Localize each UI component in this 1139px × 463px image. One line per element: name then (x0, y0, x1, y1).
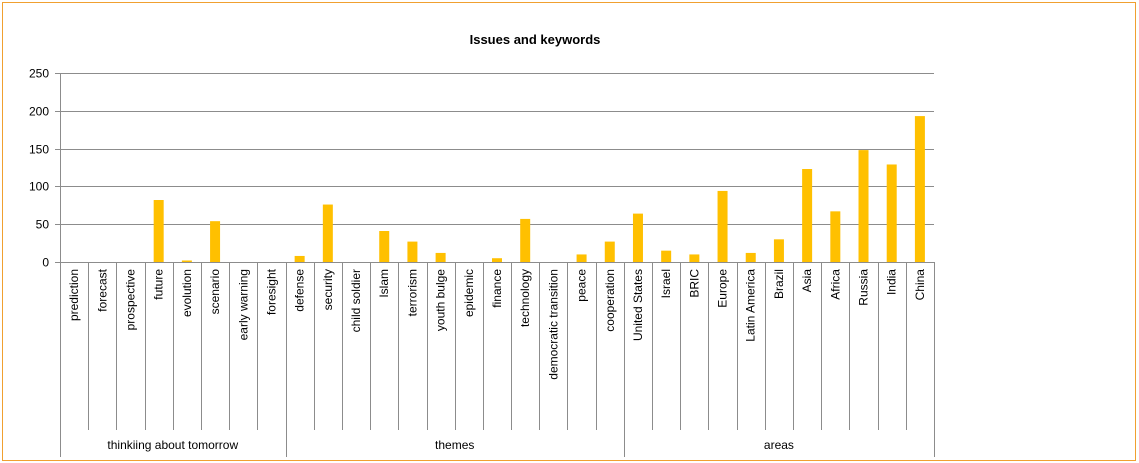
category-label: technology (518, 269, 532, 327)
category-label: Brazil (772, 269, 786, 299)
category-label: Israel (659, 269, 673, 298)
y-tick-label: 50 (36, 218, 50, 232)
category-label: Islam (377, 269, 391, 298)
category-label: cooperation (603, 269, 617, 332)
category-label: Africa (828, 269, 842, 300)
category-label: future (152, 269, 166, 300)
y-tick-label: 250 (29, 67, 49, 81)
bar (210, 221, 221, 262)
bar (379, 231, 390, 262)
category-label: epidemic (462, 269, 476, 317)
group-label: areas (764, 438, 794, 452)
bar (886, 164, 897, 262)
bar (914, 116, 925, 262)
category-label: BRIC (687, 269, 701, 298)
bar (322, 204, 333, 262)
bar (153, 200, 164, 262)
bar (407, 241, 418, 262)
category-label: child soldier (349, 269, 363, 332)
group-labels: thinkiing about tomorrow themes areas (107, 438, 794, 452)
category-label: democratic transition (546, 269, 560, 380)
category-label: India (885, 269, 899, 295)
category-label: China (913, 269, 927, 301)
category-label: security (321, 269, 335, 310)
axes (60, 73, 935, 457)
bar (435, 252, 446, 262)
bar (830, 211, 841, 262)
category-label: peace (575, 269, 589, 302)
category-label: defense (293, 269, 307, 312)
bar (181, 260, 192, 262)
grid-lines (60, 73, 934, 225)
bar (802, 169, 813, 262)
bar (717, 190, 728, 262)
category-label: foresight (264, 268, 278, 315)
bars (153, 116, 925, 262)
category-label: Latin America (744, 269, 758, 342)
chart-title: Issues and keywords (470, 32, 601, 47)
bar (858, 150, 869, 262)
bar (294, 255, 305, 262)
category-label: scenario (208, 269, 222, 315)
bar (661, 250, 672, 262)
group-label: themes (435, 438, 474, 452)
bar (773, 239, 784, 262)
y-tick-label: 0 (42, 256, 49, 270)
bar (689, 254, 700, 262)
bar (492, 258, 502, 262)
category-label: evolution (180, 269, 194, 317)
bar (604, 241, 615, 262)
category-labels: prediction forecast prospective future evolu… (67, 268, 927, 379)
y-tick-label: 150 (29, 143, 49, 157)
bar (745, 252, 756, 262)
category-label: Asia (800, 269, 814, 293)
bar (576, 254, 587, 262)
category-label: prediction (67, 269, 81, 321)
category-label: youth bulge (434, 269, 448, 331)
category-label: United States (631, 269, 645, 341)
category-label: early warning (236, 269, 250, 340)
y-tick-label: 200 (29, 105, 49, 119)
category-label: prospective (123, 269, 137, 331)
category-label: terrorism (405, 269, 419, 316)
category-label: forecast (95, 268, 109, 311)
y-tick-label: 100 (29, 180, 49, 194)
bar (632, 213, 643, 262)
bar (520, 218, 531, 262)
category-label: Russia (857, 269, 871, 306)
y-axis-ticks: 0 50 100 150 200 250 (29, 67, 60, 270)
category-label: finance (490, 269, 504, 308)
category-label: Europe (716, 269, 730, 308)
group-label: thinkiing about tomorrow (107, 438, 238, 452)
